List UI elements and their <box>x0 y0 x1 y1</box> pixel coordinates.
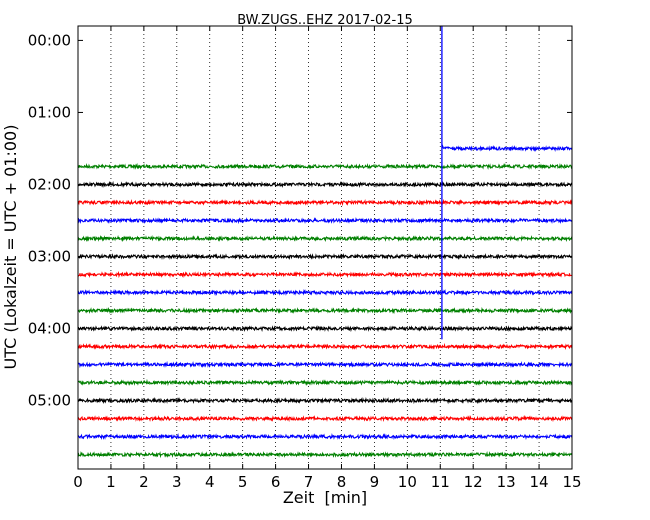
trace-green <box>77 306 573 315</box>
trace-red <box>77 414 573 423</box>
x-axis-label: Zeit [min] <box>283 488 367 507</box>
event-spike <box>441 26 445 340</box>
event-connector <box>441 144 445 149</box>
trace-blue <box>77 433 573 441</box>
trace-green <box>77 234 573 243</box>
y-tick-label: 05:00 <box>28 392 71 410</box>
trace-blue <box>77 216 573 225</box>
trace-green <box>77 378 573 387</box>
x-tick-label: 4 <box>205 473 215 491</box>
x-tick-label: 15 <box>562 473 581 491</box>
x-tick-label: 11 <box>431 473 450 491</box>
trace-black <box>77 397 573 405</box>
chart-title: BW.ZUGS..EHZ 2017-02-15 <box>237 13 413 28</box>
trace-black <box>77 325 573 333</box>
x-tick-label: 1 <box>106 473 116 491</box>
y-tick-label: 00:00 <box>28 31 71 49</box>
x-axis-ticks: 0 1 2 3 4 5 6 7 8 9 10 11 12 13 14 15 <box>73 26 582 491</box>
x-tick-label: 6 <box>271 473 281 491</box>
y-tick-label: 01:00 <box>28 103 71 121</box>
trace-blue <box>77 360 573 369</box>
grid-lines <box>110 26 540 469</box>
trace-black <box>77 180 573 189</box>
plot-frame <box>77 25 573 470</box>
trace-black <box>77 252 573 261</box>
x-tick-label: 3 <box>172 473 182 491</box>
y-tick-label: 02:00 <box>28 175 71 193</box>
trace-partial-blue <box>443 145 573 153</box>
trace-blue <box>77 288 573 297</box>
x-tick-label: 7 <box>304 473 314 491</box>
x-tick-label: 13 <box>497 473 516 491</box>
trace-red <box>77 198 573 207</box>
y-axis-label: UTC (Lokalzeit = UTC + 01:00) <box>1 125 20 370</box>
traces-group <box>77 145 573 459</box>
x-tick-label: 8 <box>337 473 347 491</box>
x-tick-label: 5 <box>238 473 248 491</box>
x-tick-label: 12 <box>464 473 483 491</box>
trace-red <box>77 270 573 279</box>
x-tick-label: 10 <box>398 473 417 491</box>
x-tick-label: 9 <box>370 473 380 491</box>
y-tick-label: 03:00 <box>28 248 71 266</box>
trace-green <box>77 450 573 459</box>
x-tick-label: 14 <box>530 473 549 491</box>
x-tick-label: 2 <box>139 473 149 491</box>
x-tick-label: 0 <box>73 473 83 491</box>
y-tick-label: 04:00 <box>28 320 71 338</box>
y-axis-ticks: 00:00 01:00 02:00 03:00 04:00 05:00 <box>28 31 572 410</box>
trace-red <box>77 342 573 351</box>
trace-green <box>77 162 573 170</box>
